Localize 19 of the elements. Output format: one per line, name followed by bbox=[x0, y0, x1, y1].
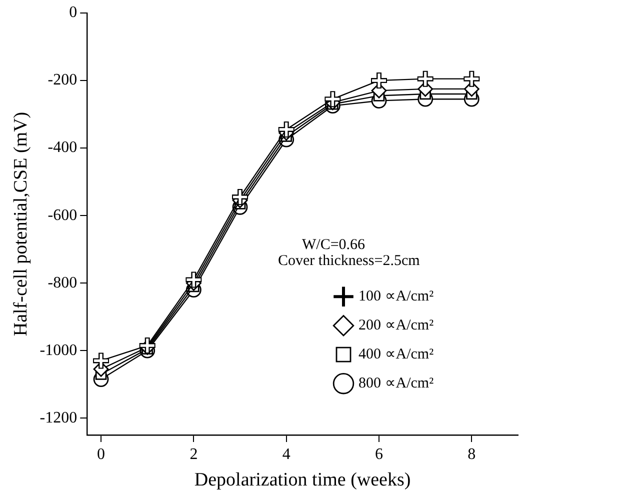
y-tick-label: -600 bbox=[48, 206, 78, 224]
y-tick-label: 0 bbox=[69, 4, 78, 22]
x-tick-label: 0 bbox=[97, 446, 106, 463]
y-tick-label: -400 bbox=[48, 139, 78, 156]
x-tick-label: 8 bbox=[468, 446, 476, 463]
y-axis-title: Half-cell potential,CSE (mV) bbox=[10, 112, 32, 336]
x-tick-label: 6 bbox=[375, 446, 384, 463]
x-axis-title: Depolarization time (weeks) bbox=[194, 470, 411, 491]
legend-label: 100 ∝A/cm² bbox=[358, 288, 434, 305]
legend-title: W/C=0.66 Cover thickness=2.5cm bbox=[278, 237, 420, 270]
legend-label: 200 ∝A/cm² bbox=[358, 318, 434, 334]
legend-label: 800 ∝A/cm² bbox=[358, 376, 434, 392]
y-tick-label: -800 bbox=[48, 274, 78, 292]
legend-label: 400 ∝A/cm² bbox=[358, 346, 434, 363]
y-tick-label: -1000 bbox=[40, 342, 78, 359]
x-tick-label: 2 bbox=[190, 446, 198, 463]
y-tick-label: -1200 bbox=[40, 409, 78, 426]
x-tick-label: 4 bbox=[282, 446, 290, 463]
y-tick-label: -200 bbox=[48, 72, 78, 89]
